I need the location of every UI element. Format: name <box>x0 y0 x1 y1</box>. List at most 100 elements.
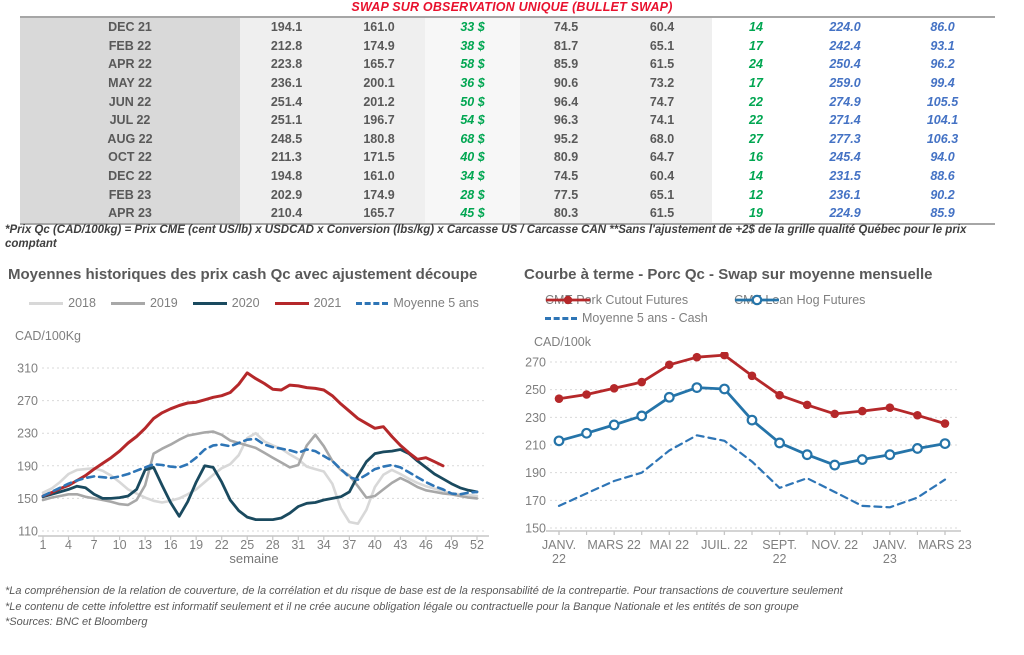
table-cell-us_swap: 95.2 <box>520 129 612 149</box>
table-cell-us_swap: 96.3 <box>520 110 612 130</box>
table-cell-qc_5y: 165.7 <box>333 203 425 223</box>
svg-text:230: 230 <box>17 427 38 441</box>
table-row: APR 23 210.4 165.7 45 $80.3 61.5 19 224.9 85.9 <box>20 203 995 223</box>
table-cell-qc_5y: 171.5 <box>333 148 425 167</box>
table-cell-us_5y: 60.4 <box>612 18 712 37</box>
table-row: MAY 22 236.1 200.1 36 $90.6 73.2 17 259.0 99.4 <box>20 73 995 93</box>
legend-label: CME Lean Hog Futures <box>734 293 866 307</box>
table-cell-us_5y: 74.1 <box>612 110 712 130</box>
svg-text:190: 190 <box>17 459 38 473</box>
table-cell-cutout: 259.0 <box>829 76 861 91</box>
table-row: APR 22 223.8 165.7 58 $85.9 61.5 24 250.4 96.2 <box>20 55 995 74</box>
legend-line-icon <box>545 316 577 320</box>
table-cell-month: APR 23 <box>20 203 240 223</box>
legend-line-icon <box>546 295 590 305</box>
legend-label: Moyenne 5 ans - Cash <box>582 311 708 325</box>
legend-item: 2020 <box>192 296 260 310</box>
legend-item: 2021 <box>274 296 341 310</box>
table-cell-diff_cad: 33 $ <box>425 18 520 37</box>
table-cell-us_swap: 80.9 <box>520 148 612 167</box>
svg-text:31: 31 <box>291 538 305 552</box>
table-cell-hog: 104.1 <box>926 113 959 128</box>
table-cell-qc_swap: 194.1 <box>240 18 333 37</box>
left-chart-legend: 2018 2019 2020 2021 Moyenne 5 ans <box>8 296 500 310</box>
table-cell-diff_cad: 28 $ <box>425 185 520 204</box>
table-cell-us_swap: 77.5 <box>520 185 612 204</box>
legend-line-icon <box>29 301 64 305</box>
legend-label: 2019 <box>149 296 178 310</box>
legend-label: CME Pork Cutout Futures <box>545 293 689 307</box>
table-cell-cutout: 250.4 <box>829 57 861 72</box>
svg-text:13: 13 <box>138 538 152 552</box>
table-cell-diff_us: 12 <box>749 187 763 202</box>
svg-text:270: 270 <box>525 356 546 370</box>
table-cell-hog: 85.9 <box>930 206 955 221</box>
svg-text:230: 230 <box>525 411 546 425</box>
legend-line-icon <box>274 301 309 305</box>
svg-text:270: 270 <box>17 394 38 408</box>
svg-text:NOV. 22: NOV. 22 <box>811 538 858 552</box>
table-cell-qc_5y: 161.0 <box>333 18 425 37</box>
right-chart-title: Courbe à terme - Porc Qc - Swap sur moye… <box>524 266 933 283</box>
table-cell-qc_swap: 202.9 <box>240 185 333 204</box>
table-cell-diff_us: 19 <box>749 206 763 221</box>
table-cell-qc_5y: 201.2 <box>333 92 425 111</box>
table-cell-us_5y: 65.1 <box>612 185 712 204</box>
table-cell-cutout: 236.1 <box>829 187 861 202</box>
left-chart-ylabel: CAD/100Kg <box>15 329 82 343</box>
legend-label: Moyenne 5 ans <box>393 296 479 310</box>
svg-text:25: 25 <box>240 538 254 552</box>
svg-text:MARS 22: MARS 22 <box>587 538 641 552</box>
table-row: JUL 22 251.1 196.7 54 $96.3 74.1 22 271.4 104.1 <box>20 110 995 130</box>
svg-text:MARS 23: MARS 23 <box>918 538 972 552</box>
legend-item: Moyenne 5 ans - Cash <box>545 311 708 325</box>
table-cell-hog: 86.0 <box>930 20 955 35</box>
table-cell-diff_cad: 50 $ <box>425 92 520 111</box>
svg-text:40: 40 <box>368 538 382 552</box>
table-cell-qc_swap: 210.4 <box>240 203 333 223</box>
legend-item: 2018 <box>29 296 96 310</box>
table-cell-qc_swap: 251.1 <box>240 110 333 130</box>
table-cell-hog: 88.6 <box>930 169 955 184</box>
table-cell-diff_us: 24 <box>749 57 763 72</box>
table-cell-qc_swap: 251.4 <box>240 92 333 111</box>
table-cell-us_swap: 74.5 <box>520 18 612 37</box>
table-cell-us_swap: 90.6 <box>520 73 612 93</box>
svg-text:MAI 22: MAI 22 <box>649 538 689 552</box>
legend-line-icon <box>356 301 389 305</box>
table-cell-hog: 94.0 <box>930 150 955 165</box>
table-cell-month: FEB 22 <box>20 36 240 56</box>
table-cell-hog: 96.2 <box>930 57 955 72</box>
table-cell-qc_5y: 196.7 <box>333 110 425 130</box>
table-cell-diff_us: 27 <box>749 131 763 146</box>
legend-line-icon <box>735 294 780 306</box>
table-cell-hog: 105.5 <box>926 94 959 109</box>
table-row: JUN 22 251.4 201.2 50 $96.4 74.7 22 274.9 105.5 <box>20 92 995 111</box>
table-cell-diff_cad: 45 $ <box>425 203 520 223</box>
table-cell-month: DEC 21 <box>20 18 240 37</box>
table-cell-qc_5y: 180.8 <box>333 129 425 149</box>
table-cell-hog: 90.2 <box>930 187 955 202</box>
table-cell-qc_5y: 174.9 <box>333 36 425 56</box>
svg-text:37: 37 <box>342 538 356 552</box>
svg-text:170: 170 <box>525 494 546 508</box>
right-chart-legend-row2: Moyenne 5 ans - Cash <box>545 311 708 325</box>
table-cell-us_5y: 65.1 <box>612 36 712 56</box>
table-cell-us_swap: 81.7 <box>520 36 612 56</box>
table-cell-diff_us: 14 <box>749 169 763 184</box>
table-cell-diff_cad: 34 $ <box>425 166 520 186</box>
table-cell-month: MAY 22 <box>20 73 240 93</box>
table-cell-cutout: 271.4 <box>829 113 861 128</box>
table-row: FEB 23 202.9 174.9 28 $77.5 65.1 12 236.1 90.2 <box>20 185 995 204</box>
left-chart-title: Moyennes historiques des prix cash Qc av… <box>8 266 478 283</box>
table-cell-month: OCT 22 <box>20 148 240 167</box>
table-cell-diff_us: 17 <box>749 38 763 53</box>
table-cell-hog: 99.4 <box>930 76 955 91</box>
table-cell-qc_swap: 211.3 <box>240 148 333 167</box>
svg-text:SEPT.22: SEPT. 22 <box>762 538 797 566</box>
table-cell-diff_us: 14 <box>749 20 763 35</box>
svg-text:7: 7 <box>91 538 98 552</box>
right-chart: 150 170 190 210 230 250 270 JANV. 22 MARS 22 MAI 2… <box>525 352 972 566</box>
table-cell-cutout: 277.3 <box>829 131 861 146</box>
table-cell-us_5y: 68.0 <box>612 129 712 149</box>
